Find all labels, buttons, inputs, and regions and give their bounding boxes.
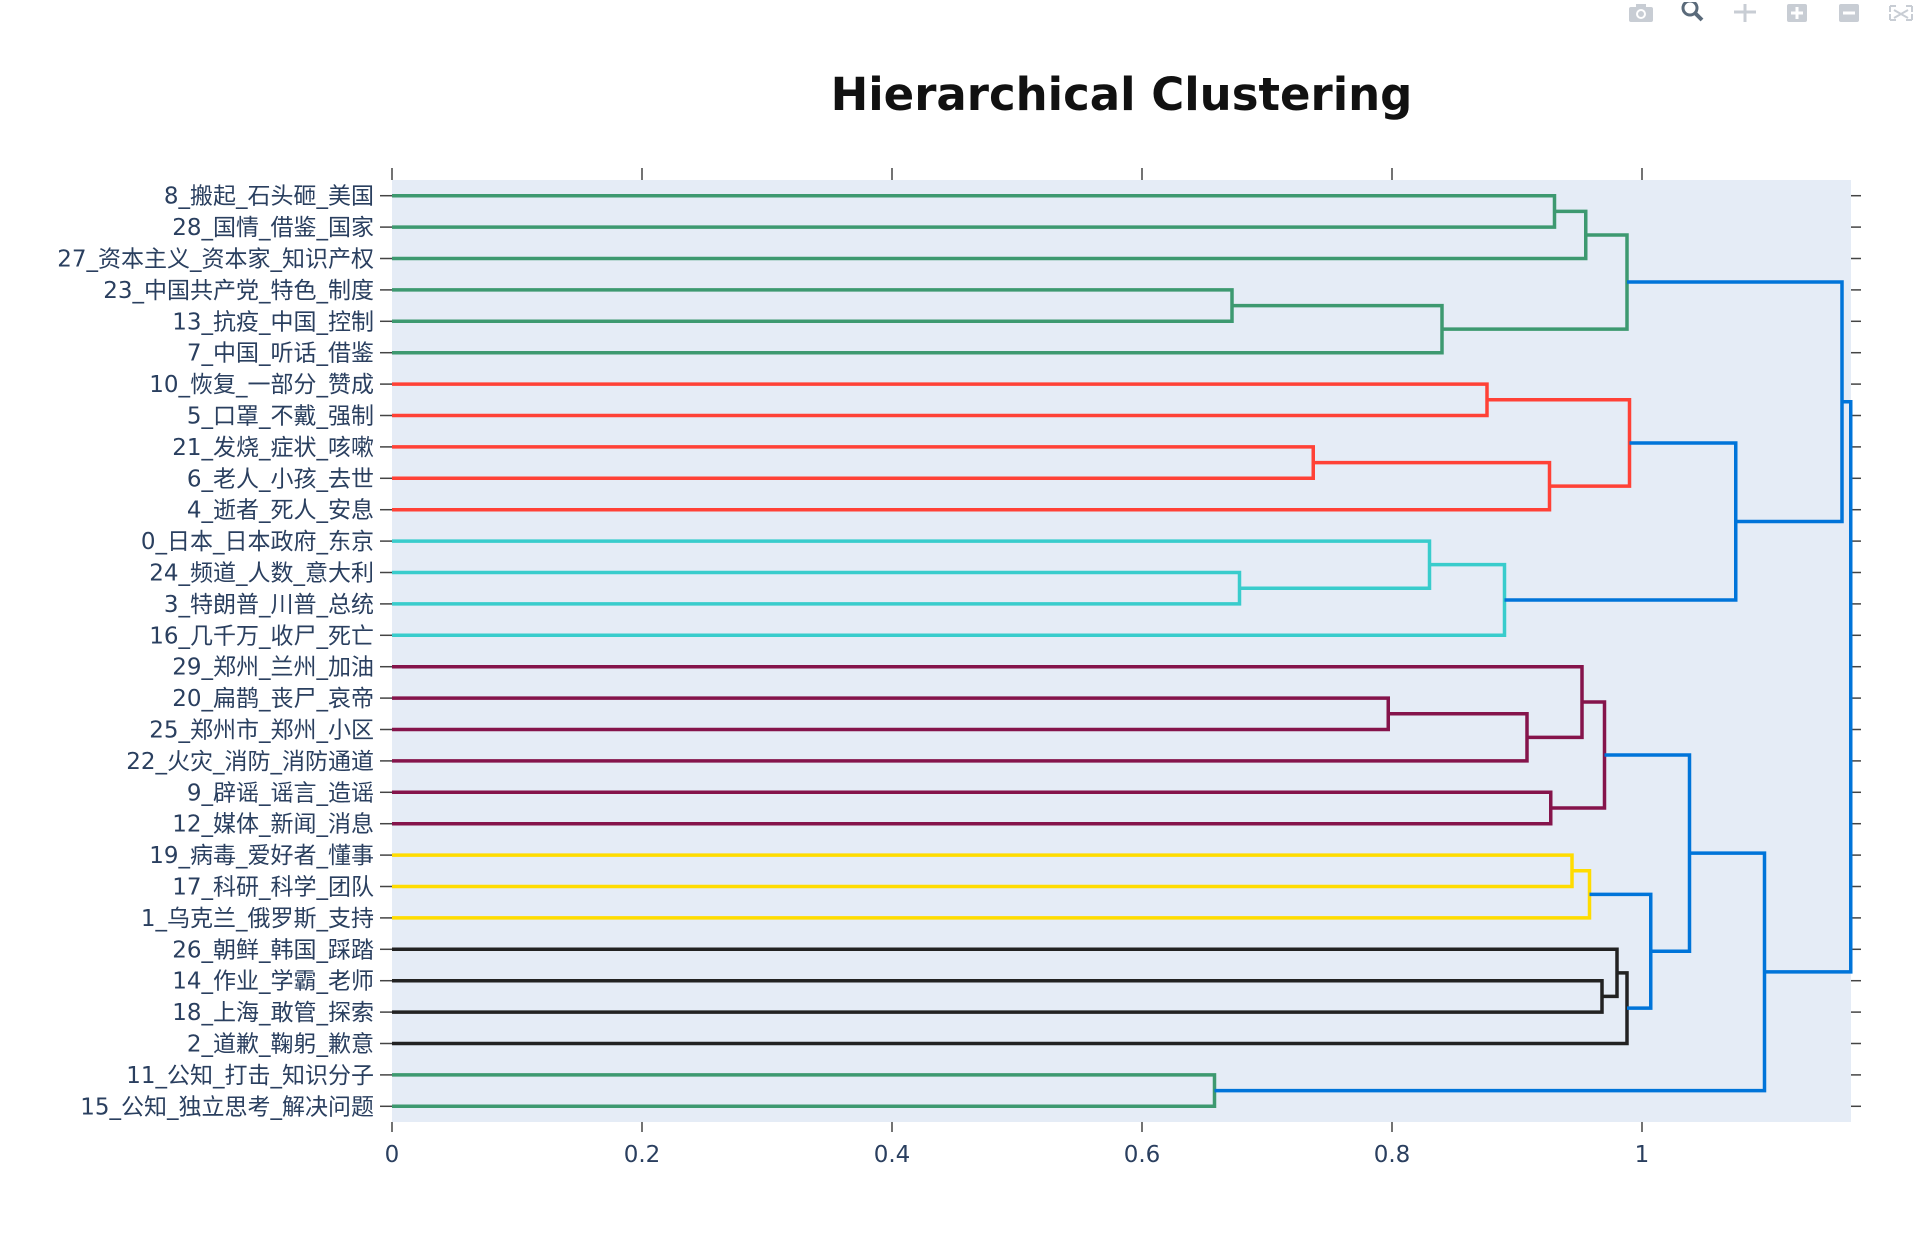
leaf-label: 17_科研_科学_团队: [172, 875, 374, 901]
leaf-label: 27_资本主义_资本家_知识产权: [57, 247, 374, 273]
leaf-label: 25_郑州市_郑州_小区: [149, 718, 374, 744]
leaf-label: 24_频道_人数_意大利: [149, 561, 374, 587]
leaf-label: 22_火灾_消防_消防通道: [126, 749, 374, 775]
plot-background: [392, 180, 1851, 1122]
leaf-label: 10_恢复_一部分_赞成: [149, 372, 374, 398]
leaf-label: 13_抗疫_中国_控制: [172, 309, 374, 335]
leaf-label: 18_上海_敢管_探索: [172, 1000, 374, 1026]
zoom-in-icon[interactable]: [1782, 0, 1812, 22]
x-tick-label: 0: [385, 1142, 400, 1168]
leaf-label: 14_作业_学霸_老师: [172, 969, 374, 995]
leaf-label: 12_媒体_新闻_消息: [172, 812, 374, 838]
zoom-out-icon[interactable]: [1834, 0, 1864, 22]
leaf-label: 0_日本_日本政府_东京: [141, 529, 374, 555]
leaf-label: 6_老人_小孩_去世: [187, 466, 374, 492]
x-tick-label: 0.4: [874, 1142, 911, 1168]
leaf-label: 9_辟谣_谣言_造谣: [187, 780, 374, 806]
dendrogram-link: [1764, 400, 1853, 974]
plot-area: 0 0.2 0.4 0.6 0.8 1 8_搬起_石头砸_美国 28_国情_借鉴_国家 27_资…: [57, 168, 1861, 1168]
leaf-label: 16_几千万_收尸_死亡: [149, 623, 374, 649]
leaf-label: 29_郑州_兰州_加油: [172, 655, 374, 681]
leaf-label: 11_公知_打击_知识分子: [126, 1063, 374, 1089]
leaf-label: 4_逝者_死人_安息: [187, 498, 374, 524]
leaf-label: 23_中国共产党_特色_制度: [103, 278, 374, 304]
leaf-label: 21_发烧_症状_咳嗽: [172, 435, 374, 461]
leaf-label: 15_公知_独立思考_解决问题: [80, 1094, 374, 1120]
leaf-label: 20_扁鹊_丧尸_哀帝: [172, 686, 374, 712]
x-tick-label: 0.2: [624, 1142, 661, 1168]
zoom-icon[interactable]: [1678, 0, 1708, 22]
x-tick-label: 1: [1635, 1142, 1650, 1168]
autoscale-icon[interactable]: [1886, 0, 1916, 22]
x-tick-label: 0.8: [1374, 1142, 1411, 1168]
camera-icon[interactable]: [1626, 0, 1656, 22]
leaf-label: 2_道歉_鞠躬_歉意: [187, 1032, 374, 1058]
leaf-label: 8_搬起_石头砸_美国: [164, 184, 374, 210]
leaf-label: 1_乌克兰_俄罗斯_支持: [141, 906, 374, 932]
leaf-label: 3_特朗普_川普_总统: [164, 592, 374, 618]
leaf-label: 5_口罩_不戴_强制: [187, 404, 374, 430]
leaf-label: 26_朝鲜_韩国_踩踏: [172, 937, 374, 963]
pan-icon[interactable]: [1730, 0, 1760, 22]
modebar: [1626, 0, 1922, 22]
leaf-label: 19_病毒_爱好者_懂事: [149, 843, 374, 869]
x-tick-label: 0.6: [1124, 1142, 1161, 1168]
leaf-label: 28_国情_借鉴_国家: [172, 215, 374, 241]
leaf-label: 7_中国_听话_借鉴: [187, 341, 374, 367]
chart-title: Hierarchical Clustering: [831, 68, 1413, 121]
